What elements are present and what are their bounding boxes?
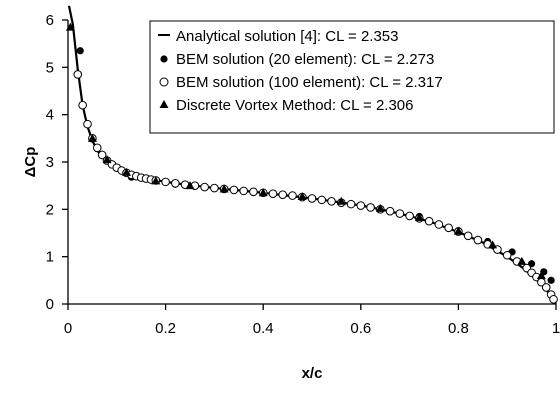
dvm-point xyxy=(258,188,268,197)
legend-open-circle-icon xyxy=(159,77,169,87)
y-tick-label: 3 xyxy=(46,154,54,171)
dvm-point xyxy=(122,167,132,176)
dvm-point xyxy=(336,196,346,205)
legend-triangle-icon xyxy=(159,100,169,108)
bem-100-point xyxy=(424,216,434,226)
legend-filled-circle-icon xyxy=(160,55,168,63)
y-tick-label: 6 xyxy=(46,12,54,29)
dvm-point xyxy=(375,203,385,212)
x-tick-label: 0.8 xyxy=(448,320,469,337)
dvm-point xyxy=(517,256,527,265)
y-axis-ticks: 0 1 2 3 4 5 6 xyxy=(46,12,68,313)
dvm-point xyxy=(151,176,161,185)
x-tick-label: 1 xyxy=(552,320,560,337)
dvm-point xyxy=(488,240,498,249)
dvm-point xyxy=(414,212,424,221)
y-axis-title: ΔCp xyxy=(22,147,39,178)
bem-100-point xyxy=(161,177,170,187)
bem-100-point xyxy=(541,283,551,292)
bem-100-point xyxy=(92,143,102,153)
bem-100-point xyxy=(200,182,209,192)
bem-100-point xyxy=(288,191,297,200)
bem-100-point xyxy=(444,223,453,233)
dvm-point xyxy=(453,226,463,235)
x-tick-label: 0.6 xyxy=(350,320,371,337)
x-tick-label: 0.4 xyxy=(253,320,274,337)
bem-100-point xyxy=(356,201,366,210)
legend-label-bem100: BEM solution (100 element): CL = 2.317 xyxy=(176,74,443,91)
bem-100-point xyxy=(239,186,248,196)
bem-100-point xyxy=(278,190,288,199)
bem-100-point xyxy=(229,185,239,195)
bem-100-point xyxy=(268,189,278,199)
y-tick-label: 2 xyxy=(46,201,54,218)
bem-100-point xyxy=(385,206,395,216)
bem-100-point xyxy=(210,183,219,193)
plot-area: 0 0.2 0.4 0.6 0.8 1 0 1 2 3 4 5 6 xyxy=(46,5,560,337)
dvm-point xyxy=(102,155,112,164)
series-layer xyxy=(65,5,558,305)
bem-100-point xyxy=(463,231,473,241)
bem-100-point xyxy=(502,250,512,260)
x-tick-label: 0.2 xyxy=(155,320,176,337)
y-tick-label: 5 xyxy=(46,59,54,76)
dvm-point xyxy=(185,181,195,190)
bem-100-point xyxy=(366,203,375,212)
bem-100-point xyxy=(83,119,92,129)
y-tick-label: 1 xyxy=(46,249,54,266)
bem-100-point xyxy=(317,195,327,205)
legend-label-analytical: Analytical solution [4]: CL = 2.353 xyxy=(176,28,399,45)
dvm-point xyxy=(87,133,97,142)
legend-box xyxy=(149,20,555,134)
dvm-point xyxy=(536,271,546,280)
y-tick-label: 4 xyxy=(46,107,54,124)
bem-100-point xyxy=(327,196,336,206)
bem-100-point xyxy=(549,294,558,304)
dvm-point xyxy=(65,22,75,31)
legend: Analytical solution [4]: CL = 2.353 BEM … xyxy=(149,20,555,134)
bem-100-point xyxy=(307,194,317,203)
bem-100-point xyxy=(171,179,180,188)
bem-100-point xyxy=(346,199,356,209)
legend-label-dvm: Discrete Vortex Method: CL = 2.306 xyxy=(176,97,414,114)
dvm-point xyxy=(219,184,229,193)
legend-label-bem20: BEM solution (20 element): CL = 2.273 xyxy=(176,51,434,68)
bem-20-point xyxy=(547,276,555,284)
bem-100-point xyxy=(73,70,83,79)
y-tick-label: 0 xyxy=(46,296,54,313)
x-tick-label: 0 xyxy=(64,320,72,337)
bem-100-point xyxy=(97,150,107,160)
dvm-point xyxy=(297,192,307,201)
bem-100-point xyxy=(434,220,444,229)
bem-100-point xyxy=(395,209,405,218)
bem-100-point xyxy=(473,235,483,245)
x-axis-ticks: 0 0.2 0.4 0.6 0.8 1 xyxy=(64,304,560,337)
bem-20-point xyxy=(76,47,84,55)
bem-100-point xyxy=(78,100,87,110)
bem-100-point xyxy=(249,187,258,197)
bem-100-point xyxy=(405,211,414,221)
x-axis-title: x/c xyxy=(302,365,323,382)
